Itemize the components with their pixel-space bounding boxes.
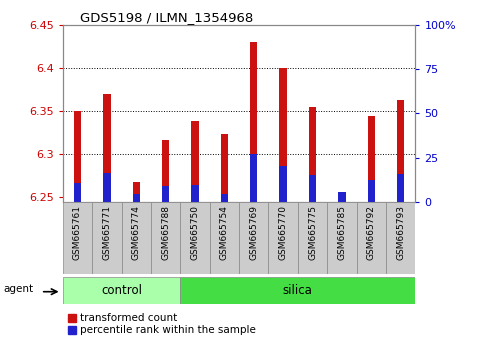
Bar: [250, 42, 257, 202]
Bar: [309, 107, 316, 202]
Bar: [250, 154, 257, 202]
Bar: [356, 202, 386, 274]
Bar: [63, 202, 92, 274]
Bar: [210, 202, 239, 274]
Text: GSM665788: GSM665788: [161, 205, 170, 261]
Bar: [103, 94, 111, 202]
Text: GSM665793: GSM665793: [396, 205, 405, 261]
Bar: [132, 182, 140, 202]
Text: agent: agent: [3, 284, 33, 294]
Bar: [151, 202, 180, 274]
Bar: [162, 186, 170, 202]
Text: GSM665754: GSM665754: [220, 205, 229, 260]
Bar: [239, 202, 269, 274]
Bar: [162, 139, 170, 202]
Bar: [74, 183, 81, 202]
Text: GSM665792: GSM665792: [367, 205, 376, 260]
Bar: [309, 175, 316, 202]
Text: GSM665761: GSM665761: [73, 205, 82, 261]
Bar: [386, 202, 415, 274]
Bar: [280, 68, 287, 202]
Bar: [122, 202, 151, 274]
Text: GDS5198 / ILMN_1354968: GDS5198 / ILMN_1354968: [80, 11, 254, 24]
Bar: [280, 166, 287, 202]
Text: GSM665771: GSM665771: [102, 205, 112, 261]
Bar: [368, 180, 375, 202]
Bar: [63, 277, 180, 304]
Text: silica: silica: [283, 284, 313, 297]
Bar: [191, 184, 199, 202]
Bar: [298, 202, 327, 274]
Bar: [368, 116, 375, 202]
Text: control: control: [101, 284, 142, 297]
Bar: [132, 194, 140, 202]
Bar: [103, 173, 111, 202]
Bar: [221, 135, 228, 202]
Bar: [269, 202, 298, 274]
Text: GSM665775: GSM665775: [308, 205, 317, 261]
Bar: [327, 202, 356, 274]
Bar: [397, 174, 404, 202]
Bar: [180, 277, 415, 304]
Text: GSM665770: GSM665770: [279, 205, 288, 261]
Bar: [221, 194, 228, 202]
Text: GSM665750: GSM665750: [190, 205, 199, 261]
Bar: [180, 202, 210, 274]
Bar: [92, 202, 122, 274]
Bar: [397, 100, 404, 202]
Bar: [74, 111, 81, 202]
Text: GSM665785: GSM665785: [338, 205, 346, 261]
Legend: transformed count, percentile rank within the sample: transformed count, percentile rank withi…: [68, 313, 256, 335]
Bar: [338, 192, 346, 202]
Bar: [191, 121, 199, 202]
Text: GSM665774: GSM665774: [132, 205, 141, 260]
Text: GSM665769: GSM665769: [249, 205, 258, 261]
Bar: [338, 195, 346, 202]
